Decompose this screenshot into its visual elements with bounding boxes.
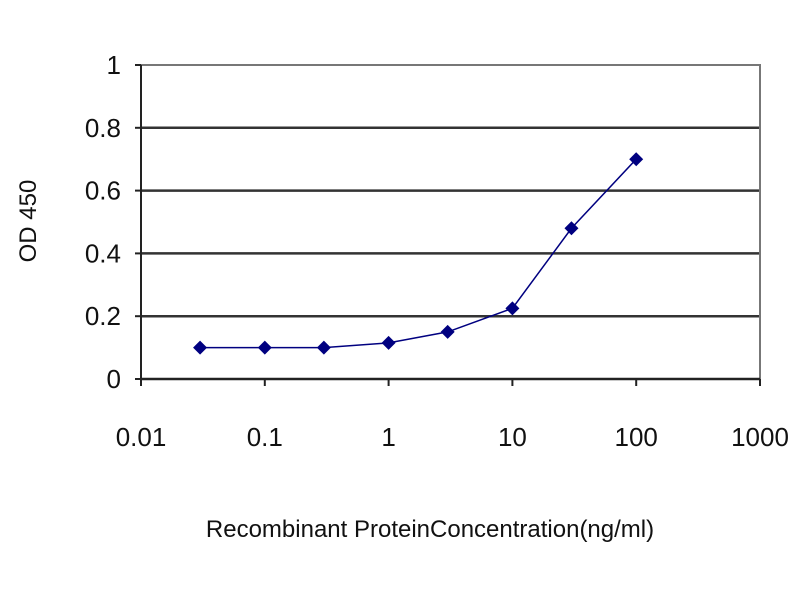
axes (135, 64, 761, 386)
x-tick-label: 1000 (731, 422, 789, 452)
data-series (193, 152, 644, 355)
x-tick-label: 10 (498, 422, 527, 452)
x-tick-labels: 0.01 0.1 1 10 100 1000 (116, 422, 789, 452)
x-tick-label: 100 (615, 422, 658, 452)
data-point (257, 340, 272, 355)
data-point (440, 324, 455, 339)
data-point (564, 221, 579, 236)
data-point (316, 340, 331, 355)
x-tick-label: 0.1 (247, 422, 283, 452)
y-tick-label: 1 (107, 50, 121, 80)
data-point (505, 301, 520, 316)
x-axis-label: Recombinant ProteinConcentration(ng/ml) (206, 516, 654, 543)
y-axis-label: OD 450 (15, 180, 42, 263)
x-tick-label: 1 (381, 422, 395, 452)
y-tick-label: 0.2 (85, 301, 121, 331)
data-point (193, 340, 208, 355)
gridlines (141, 126, 760, 318)
x-tick-label: 0.01 (116, 422, 167, 452)
y-tick-label: 0.6 (85, 176, 121, 206)
y-tick-label: 0 (107, 364, 121, 394)
series-line (200, 158, 637, 349)
data-point (381, 335, 396, 350)
y-tick-label: 0.4 (85, 238, 121, 268)
y-tick-labels: 0 0.2 0.4 0.6 0.8 1 (85, 50, 121, 394)
y-tick-label: 0.8 (85, 113, 121, 143)
data-point (629, 152, 644, 167)
